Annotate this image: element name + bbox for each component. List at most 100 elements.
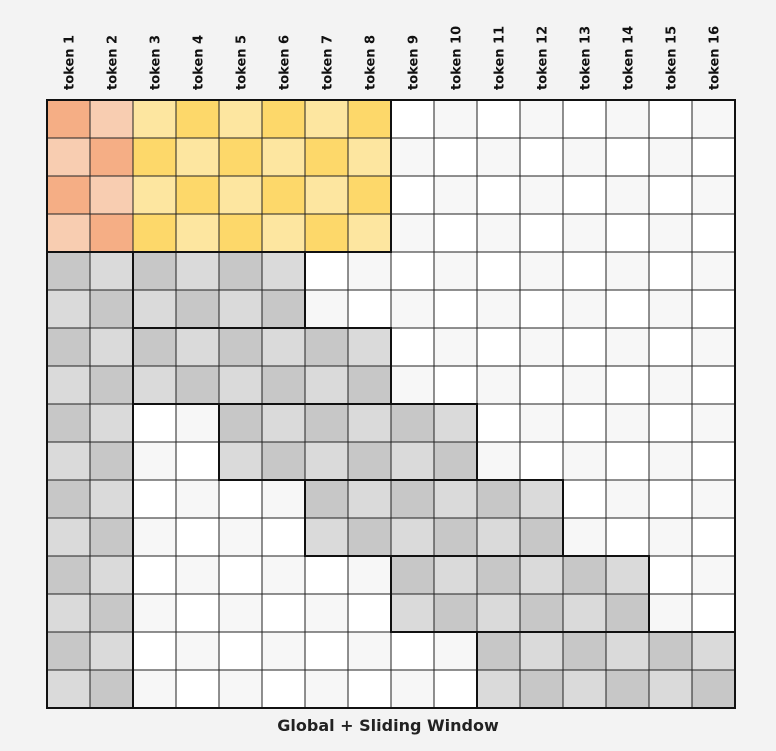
matrix-cell xyxy=(605,631,650,671)
matrix-cell xyxy=(605,213,650,253)
matrix-cell xyxy=(433,213,478,253)
matrix-cell xyxy=(261,175,306,215)
matrix-cell xyxy=(261,99,306,139)
matrix-cell xyxy=(304,365,349,405)
matrix-cell xyxy=(175,99,220,139)
matrix-cell xyxy=(132,175,177,215)
matrix-cell xyxy=(218,99,263,139)
matrix-cell xyxy=(433,327,478,367)
matrix-cell xyxy=(218,365,263,405)
matrix-cell xyxy=(476,175,521,215)
matrix-cell xyxy=(648,631,693,671)
matrix-cell xyxy=(691,517,736,557)
matrix-cell xyxy=(132,99,177,139)
matrix-cell xyxy=(304,289,349,329)
matrix-cell xyxy=(261,593,306,633)
matrix-cell xyxy=(347,517,392,557)
matrix-cell xyxy=(261,365,306,405)
matrix-cell xyxy=(347,99,392,139)
matrix-cell xyxy=(691,175,736,215)
matrix-cell xyxy=(261,327,306,367)
matrix-cell xyxy=(605,137,650,177)
matrix-cell xyxy=(132,137,177,177)
matrix-cell xyxy=(390,213,435,253)
matrix-cell xyxy=(648,365,693,405)
matrix-cell xyxy=(347,479,392,519)
matrix-cell xyxy=(519,365,564,405)
matrix-cell xyxy=(605,441,650,481)
matrix-border xyxy=(46,99,736,709)
matrix-cell xyxy=(648,289,693,329)
matrix-cell xyxy=(390,441,435,481)
diagram-caption: Global + Sliding Window xyxy=(277,716,499,735)
matrix-cell xyxy=(304,403,349,443)
matrix-cell xyxy=(519,479,564,519)
matrix-cell xyxy=(390,327,435,367)
matrix-cell xyxy=(390,555,435,595)
matrix-cell xyxy=(218,441,263,481)
matrix-cell xyxy=(46,517,91,557)
matrix-cell xyxy=(175,289,220,329)
matrix-cell xyxy=(519,251,564,291)
matrix-cell xyxy=(304,137,349,177)
attention-matrix: token 1 token 2 token 3 token 4 token 5 token… xyxy=(46,26,736,709)
matrix-cell xyxy=(476,365,521,405)
matrix-cell xyxy=(175,631,220,671)
matrix-cell xyxy=(261,479,306,519)
matrix-cell xyxy=(691,669,736,709)
matrix-cell xyxy=(304,99,349,139)
matrix-cell xyxy=(519,593,564,633)
matrix-cell xyxy=(476,479,521,519)
matrix-cell xyxy=(46,213,91,253)
token-label: token 1 xyxy=(63,35,78,90)
matrix-cell xyxy=(476,517,521,557)
matrix-cell xyxy=(390,593,435,633)
matrix-cell xyxy=(46,137,91,177)
matrix-cell xyxy=(132,251,177,291)
matrix-cell xyxy=(476,137,521,177)
matrix-cell xyxy=(476,669,521,709)
matrix-cell xyxy=(605,555,650,595)
matrix-cell xyxy=(347,631,392,671)
matrix-cell xyxy=(648,441,693,481)
matrix-cell xyxy=(46,593,91,633)
matrix-cell xyxy=(605,289,650,329)
matrix-cell xyxy=(347,137,392,177)
matrix-cell xyxy=(89,631,134,671)
matrix-cell xyxy=(433,669,478,709)
matrix-cell xyxy=(175,213,220,253)
matrix-cell xyxy=(390,137,435,177)
matrix-cell xyxy=(476,403,521,443)
matrix-cell xyxy=(175,555,220,595)
matrix-cell xyxy=(648,593,693,633)
matrix-cell xyxy=(132,631,177,671)
matrix-cell xyxy=(605,175,650,215)
token-label: token 7 xyxy=(321,35,336,90)
matrix-cell xyxy=(347,593,392,633)
matrix-cell xyxy=(433,479,478,519)
matrix-cell xyxy=(304,327,349,367)
matrix-cell xyxy=(476,631,521,671)
matrix-cell xyxy=(433,631,478,671)
matrix-cell xyxy=(46,289,91,329)
matrix-cell xyxy=(132,517,177,557)
matrix-cell xyxy=(89,555,134,595)
matrix-cell xyxy=(261,555,306,595)
matrix-cell xyxy=(132,441,177,481)
matrix-cell xyxy=(347,327,392,367)
matrix-cell xyxy=(89,479,134,519)
matrix-cell xyxy=(218,555,263,595)
matrix-cell xyxy=(605,251,650,291)
matrix-cell xyxy=(304,441,349,481)
matrix-cell xyxy=(390,251,435,291)
matrix-cell xyxy=(519,669,564,709)
matrix-cell xyxy=(304,517,349,557)
matrix-cell xyxy=(476,327,521,367)
token-label: token 12 xyxy=(536,26,551,90)
matrix-cell xyxy=(175,593,220,633)
matrix-cell xyxy=(175,327,220,367)
matrix-cell xyxy=(89,175,134,215)
token-label: token 5 xyxy=(235,35,250,90)
matrix-cell xyxy=(648,479,693,519)
matrix-cell xyxy=(132,327,177,367)
